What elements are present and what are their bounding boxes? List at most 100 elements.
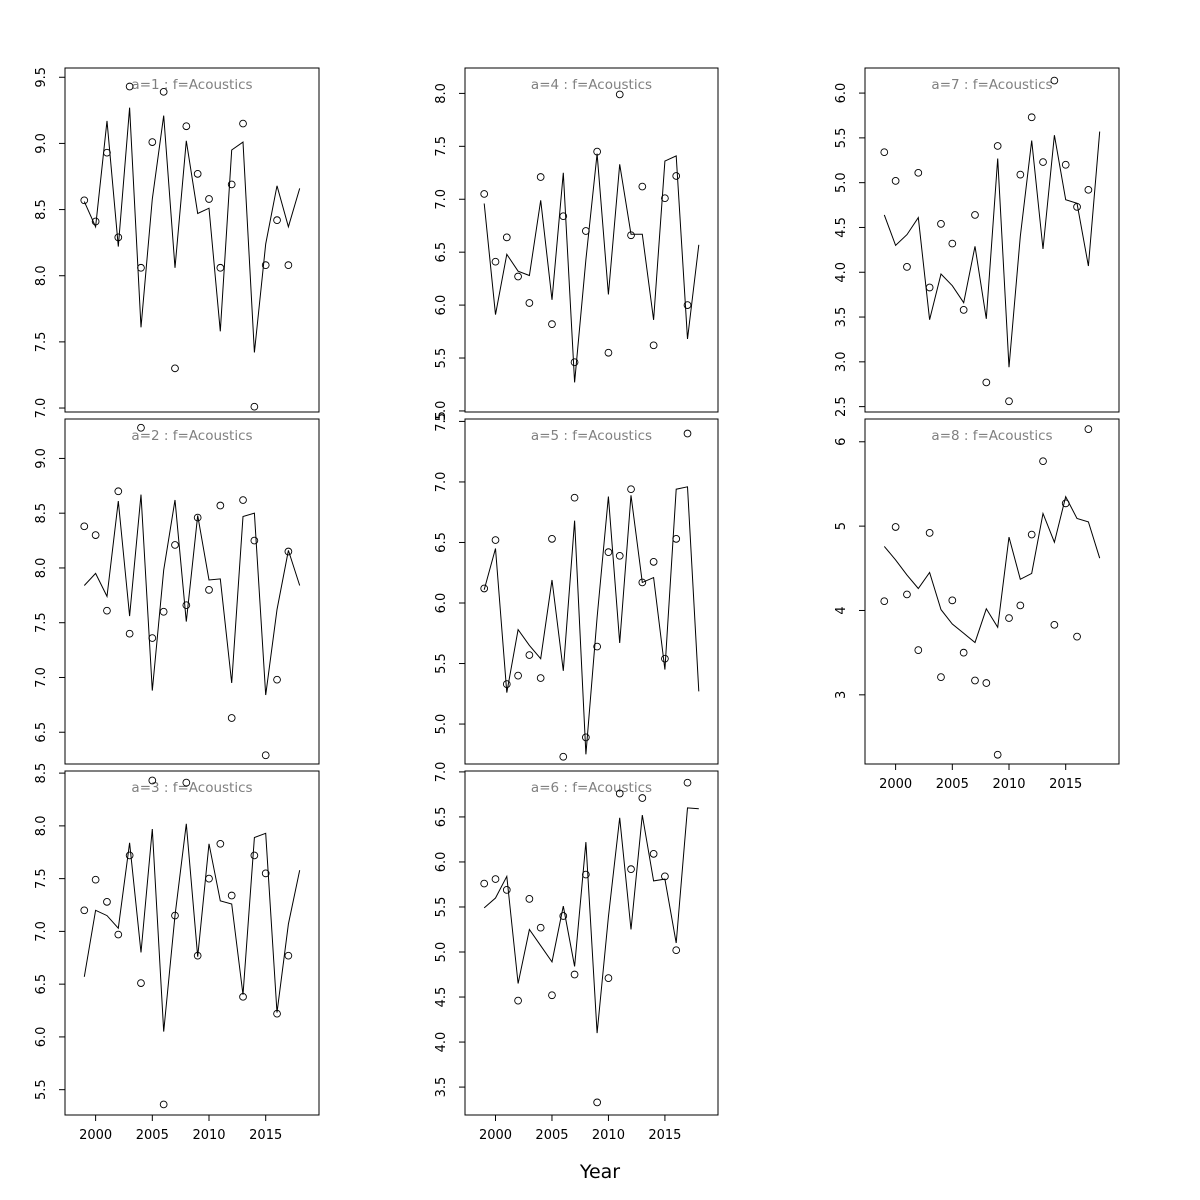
data-point — [649, 557, 658, 566]
data-point — [125, 851, 134, 860]
data-point — [891, 177, 900, 185]
y-tick-label: 5.0 — [434, 401, 449, 422]
data-point — [638, 794, 647, 802]
data-point — [284, 261, 293, 269]
plot-frame — [864, 67, 1120, 413]
data-point — [548, 320, 556, 328]
x-tick-label: 2000 — [879, 777, 912, 792]
data-point — [148, 634, 157, 642]
data-point — [171, 911, 179, 920]
data-point — [536, 173, 545, 181]
plot-frame — [864, 418, 1120, 765]
data-point — [137, 263, 145, 272]
data-point — [683, 778, 692, 787]
y-tick-label: 8.0 — [34, 265, 49, 286]
data-point — [514, 272, 522, 281]
y-tick-label: 5.5 — [434, 653, 449, 674]
y-tick-label: 7.5 — [434, 411, 449, 432]
fitted-line — [883, 495, 1101, 644]
y-tick-label: 7.5 — [34, 868, 49, 889]
data-point — [284, 547, 293, 556]
data-point — [615, 551, 624, 560]
data-point — [148, 776, 157, 785]
data-point — [615, 789, 624, 798]
data-point — [250, 851, 259, 860]
data-point — [559, 212, 568, 221]
data-point — [1073, 203, 1081, 211]
y-tick-label: 5.5 — [434, 348, 449, 369]
data-point — [880, 597, 889, 606]
y-tick-label: 4.0 — [434, 1032, 449, 1053]
data-point — [114, 487, 123, 496]
y-tick-label: 6 — [834, 438, 849, 446]
data-point — [137, 979, 145, 987]
data-point — [937, 673, 945, 681]
data-point — [593, 147, 601, 156]
fitted-line — [483, 486, 700, 755]
data-point — [604, 348, 613, 357]
data-point — [216, 263, 225, 272]
data-point — [672, 172, 681, 180]
data-point — [1061, 160, 1070, 169]
y-tick-label: 9.0 — [34, 133, 49, 154]
data-point — [193, 951, 202, 960]
data-point — [993, 142, 1002, 150]
data-point — [227, 714, 236, 722]
data-point — [103, 897, 111, 906]
data-point — [959, 306, 968, 314]
y-tick-label: 9.5 — [34, 67, 49, 88]
panel-3: 5.5 6.0 6.5 7.0 7.5 8.0 8.5 2000 2005 2010 2015 a=3… — [34, 763, 320, 1143]
data-point — [672, 946, 681, 955]
x-tick-label: 2015 — [1049, 777, 1082, 792]
fitted-line — [883, 131, 1101, 368]
y-tick-label: 6.0 — [34, 1027, 49, 1048]
data-point — [480, 879, 489, 888]
panel-title: a=1 : f=Acoustics — [131, 77, 252, 93]
data-point — [959, 648, 968, 657]
data-point — [171, 364, 179, 373]
fitted-line — [483, 153, 700, 383]
data-point — [205, 195, 213, 203]
x-tick-label: 2000 — [479, 1128, 512, 1143]
panel-8: 3 4 5 6 2000 2005 2010 2015 a=8 : f=Acoustics — [834, 418, 1120, 792]
data-point — [514, 996, 522, 1005]
data-point — [273, 675, 281, 684]
data-point — [925, 283, 934, 292]
fitted-line — [83, 107, 301, 353]
data-point — [903, 263, 911, 271]
data-point — [137, 423, 145, 432]
data-point — [1061, 499, 1070, 508]
y-tick-label: 6.5 — [34, 974, 49, 995]
data-point — [103, 148, 111, 157]
data-point — [159, 87, 168, 96]
data-point — [971, 676, 979, 685]
y-tick-label: 3.0 — [834, 351, 849, 372]
x-tick-label: 2000 — [79, 1128, 112, 1143]
data-point — [125, 629, 134, 638]
data-point — [502, 233, 511, 242]
fitted-line — [83, 494, 301, 696]
y-tick-label: 6.0 — [834, 83, 849, 104]
data-point — [182, 122, 191, 131]
data-point — [638, 182, 647, 191]
data-point — [250, 402, 259, 411]
y-tick-label: 6.5 — [34, 722, 49, 743]
y-tick-label: 7.0 — [434, 472, 449, 493]
data-point — [672, 534, 681, 543]
y-tick-label: 4.5 — [434, 987, 449, 1008]
data-point — [525, 299, 534, 307]
data-point — [502, 680, 511, 688]
panel-1: 7.0 7.5 8.0 8.5 9.0 9.5 a=1 : f=Acoustics — [34, 67, 320, 418]
data-point — [480, 190, 489, 198]
data-point — [1005, 397, 1013, 406]
panel-7: 2.5 3.0 3.5 4.0 4.5 5.0 5.5 6.0 a=7 : f=Acoustic… — [834, 67, 1120, 417]
panel-title: a=8 : f=Acoustics — [931, 428, 1052, 444]
y-tick-label: 5.5 — [834, 128, 849, 149]
data-point — [491, 875, 500, 883]
data-point — [914, 646, 923, 654]
data-point — [114, 930, 123, 939]
data-point — [570, 493, 579, 502]
x-tick-label: 2015 — [249, 1128, 282, 1143]
panel-4: 5.0 5.5 6.0 6.5 7.0 7.5 8.0 a=4 : f=Acoustics — [434, 67, 719, 422]
data-point — [1027, 113, 1036, 122]
